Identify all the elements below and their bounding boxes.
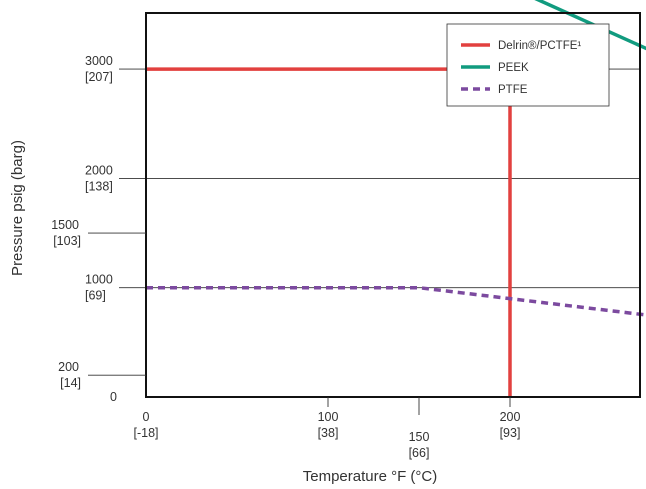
y-tick-label: 2000 [85,163,113,177]
series-line [146,67,512,397]
y-tick-label: 1500 [51,218,79,232]
x-axis-title: Temperature °F (°C) [303,468,438,485]
legend: Delrin®/PCTFE¹ PEEK PTFE [446,23,610,107]
y-tick-sublabel: [14] [60,376,81,390]
y-axis-ticks: 0 200 [14] 1000 [69] 1500 [103] 2000 [138] 3000 [2… [51,54,146,404]
series-line [146,285,646,317]
x-tick-sublabel: [66] [409,446,430,460]
x-tick-sublabel: [93] [500,426,521,440]
y-tick-sublabel: [207] [85,70,113,84]
x-tick-sublabel: [38] [318,426,339,440]
y-tick-label: 0 [110,390,117,404]
y-tick-sublabel: [138] [85,179,113,193]
legend-box [446,23,610,107]
plot-frame [145,12,641,398]
legend-label: Delrin®/PCTFE¹ [498,40,581,52]
x-axis-ticks: 0[-18]100[38]150[66]200[93]300[149]400[2… [133,397,521,460]
y-tick-label: 1000 [85,273,113,287]
y-tick-sublabel: [103] [53,234,81,248]
x-tick-label: 100 [318,410,339,424]
y-axis-title: Pressure psig (barg) [9,140,26,276]
y-tick-label: 200 [58,360,79,374]
y-tick-label: 3000 [85,54,113,68]
x-tick-label: 0 [143,410,150,424]
legend-label: PTFE [498,84,528,96]
legend-label: PEEK [498,62,529,74]
y-tick-sublabel: [69] [85,289,106,303]
x-tick-label: 200 [500,410,521,424]
x-tick-label: 150 [409,430,430,444]
x-tick-sublabel: [-18] [133,426,158,440]
